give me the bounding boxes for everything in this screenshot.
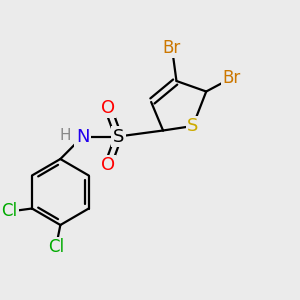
Text: S: S (187, 117, 199, 135)
Text: Br: Br (222, 69, 241, 87)
Text: N: N (76, 128, 89, 146)
Text: O: O (101, 156, 115, 174)
Text: Cl: Cl (2, 202, 18, 220)
Text: H: H (59, 128, 70, 142)
Text: O: O (101, 99, 115, 117)
Text: Br: Br (163, 39, 181, 57)
Text: S: S (113, 128, 124, 146)
Text: Cl: Cl (48, 238, 64, 256)
